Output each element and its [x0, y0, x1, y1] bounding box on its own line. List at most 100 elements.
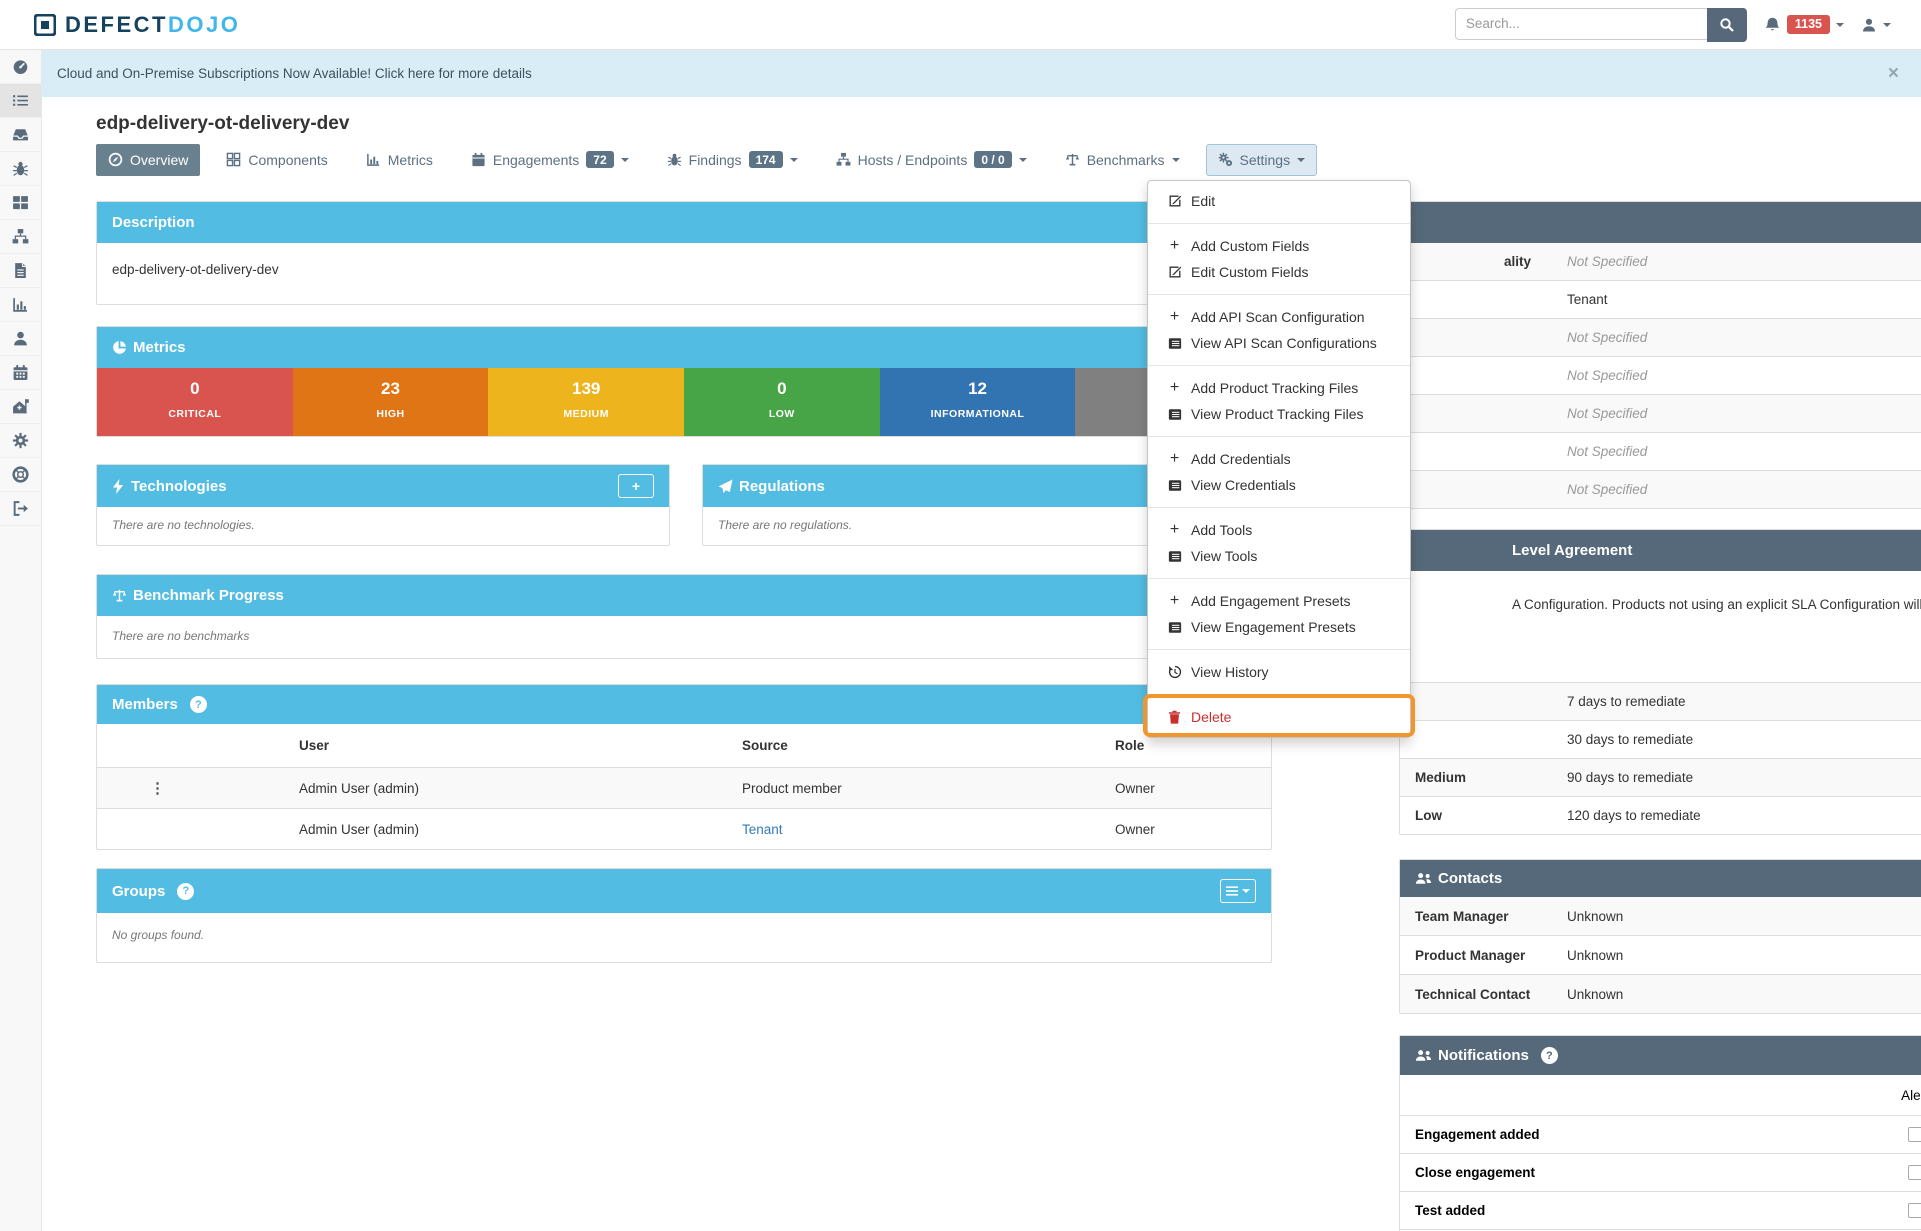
product-info-row: Tenant [1400, 280, 1921, 318]
sidebar-item-calendar[interactable] [0, 356, 41, 390]
menu-item-delete[interactable]: Delete [1148, 704, 1410, 730]
notifications-panel-title: Notifications [1438, 1047, 1529, 1064]
menu-item-edit-custom-fields[interactable]: Edit Custom Fields [1148, 259, 1410, 285]
test-added-checkbox[interactable] [1907, 1203, 1921, 1218]
settings-dropdown-menu: Edit + Add Custom Fields Edit Custom Fie… [1143, 180, 1415, 738]
tab-engagements[interactable]: Engagements 72 [459, 143, 641, 176]
plus-icon: + [1169, 521, 1180, 538]
search-button[interactable] [1706, 7, 1747, 42]
contact-row: Product Manager Unknown [1400, 935, 1921, 974]
users-icon [14, 331, 27, 346]
tab-components[interactable]: Components [214, 144, 339, 176]
menu-item-add-custom-fields[interactable]: + Add Custom Fields [1148, 233, 1410, 259]
menu-item-add-product-tracking-files[interactable]: + Add Product Tracking Files [1148, 375, 1410, 401]
menu-item-edit[interactable]: Edit [1148, 188, 1410, 214]
close-engagement-checkbox[interactable] [1907, 1165, 1921, 1180]
sidebar-item-components[interactable] [0, 186, 41, 220]
close-icon[interactable]: × [1887, 63, 1899, 84]
sidebar-item-dashboard[interactable] [0, 50, 41, 84]
menu-item-view-api-scan-configurations[interactable]: View API Scan Configurations [1148, 330, 1410, 356]
user-menu-dropdown[interactable] [1861, 17, 1891, 33]
announcement-text[interactable]: Cloud and On-Premise Subscriptions Now A… [57, 66, 532, 81]
calendar-icon [472, 152, 485, 167]
groups-menu-button[interactable] [1220, 879, 1256, 903]
menu-item-add-tools[interactable]: + Add Tools [1148, 517, 1410, 543]
menu-item-add-credentials[interactable]: + Add Credentials [1148, 446, 1410, 472]
notifications-help-icon[interactable]: ? [1540, 1047, 1558, 1064]
sidebar-item-findings[interactable] [0, 152, 41, 186]
tab-settings[interactable]: Settings [1205, 143, 1318, 176]
history-icon [1167, 665, 1182, 679]
notification-row: Engagement added [1400, 1115, 1921, 1153]
tab-hosts-endpoints[interactable]: Hosts / Endpoints 0 / 0 [824, 143, 1039, 176]
regulations-panel-title: Regulations [739, 477, 825, 495]
member-row: Admin User (admin) Tenant Owner [97, 808, 1271, 849]
endpoints-sitemap-icon [12, 229, 29, 244]
sidebar-item-configuration[interactable] [0, 424, 41, 458]
sidebar-item-logout[interactable] [0, 492, 41, 526]
list-alt-icon [1167, 479, 1182, 492]
description-panel-title: Description [112, 214, 195, 231]
overview-icon [108, 152, 123, 167]
plus-icon: + [1169, 379, 1180, 396]
brand-logo[interactable]: DEFECTDOJO [34, 12, 240, 38]
menu-item-view-product-tracking-files[interactable]: View Product Tracking Files [1148, 401, 1410, 427]
benchmark-empty-text: There are no benchmarks [112, 629, 250, 643]
tab-findings[interactable]: Findings 174 [655, 143, 810, 176]
tab-benchmarks[interactable]: Benchmarks [1053, 144, 1192, 176]
sidebar-item-reports[interactable] [0, 254, 41, 288]
tenant-link[interactable]: Tenant [742, 821, 783, 837]
sidebar-item-questionnaires[interactable] [0, 390, 41, 424]
benchmarks-balance-icon [1065, 153, 1079, 166]
metric-tile-high[interactable]: 23 HIGH [292, 368, 489, 436]
chevron-down-icon [1297, 157, 1306, 162]
left-sidebar [0, 50, 42, 1231]
menu-item-view-history[interactable]: View History [1148, 659, 1410, 685]
metrics-chart-icon [366, 153, 379, 166]
tab-metrics[interactable]: Metrics [354, 144, 445, 176]
search-input[interactable] [1454, 7, 1707, 40]
brand-text-secondary: DOJO [168, 11, 241, 37]
edit-icon [1167, 194, 1182, 208]
sidebar-item-metrics[interactable] [0, 288, 41, 322]
menu-item-view-engagement-presets[interactable]: View Engagement Presets [1148, 614, 1410, 640]
list-alt-icon [1167, 408, 1182, 421]
sidebar-item-products[interactable] [0, 84, 41, 118]
technologies-panel-title: Technologies [131, 477, 227, 495]
notifications-table-header: Alert [1400, 1075, 1921, 1115]
chevron-down-icon [620, 157, 629, 162]
sidebar-item-support[interactable] [0, 458, 41, 492]
sidebar-item-endpoints[interactable] [0, 220, 41, 254]
plus-icon: + [1169, 237, 1180, 254]
sidebar-item-engagements[interactable] [0, 118, 41, 152]
alerts-dropdown[interactable]: 1135 [1764, 15, 1844, 34]
add-technology-button[interactable]: + [618, 474, 654, 498]
edit-icon [1167, 265, 1182, 279]
members-table-header: User Source Role [97, 724, 1271, 767]
paper-plane-icon [718, 478, 733, 493]
brand-text-primary: DEFECT [65, 11, 168, 37]
menu-divider [1148, 365, 1410, 366]
metric-tile-informational[interactable]: 12 INFORMATIONAL [879, 368, 1076, 436]
description-panel: Description edp-delivery-ot-delivery-dev [96, 201, 1272, 305]
members-panel: Members ? User Source Role ⋮ Admin User … [96, 684, 1272, 850]
menu-item-view-credentials[interactable]: View Credentials [1148, 472, 1410, 498]
metric-tile-low[interactable]: 0 LOW [684, 368, 880, 436]
groups-help-icon[interactable]: ? [177, 882, 195, 900]
menu-item-view-tools[interactable]: View Tools [1148, 543, 1410, 569]
product-info-row: Not Specified [1400, 356, 1921, 394]
list-alt-icon [1167, 621, 1182, 634]
metric-tile-medium[interactable]: 139 MEDIUM [488, 368, 685, 436]
sla-panel-title-fragment: Level Agreement [1512, 542, 1633, 559]
menu-item-add-api-scan-configuration[interactable]: + Add API Scan Configuration [1148, 304, 1410, 330]
metric-tile-critical[interactable]: 0 CRITICAL [97, 368, 293, 436]
tab-overview[interactable]: Overview [96, 143, 201, 176]
engagement-added-checkbox[interactable] [1907, 1127, 1921, 1142]
product-info-row: Not Specified [1400, 394, 1921, 432]
sidebar-item-users[interactable] [0, 322, 41, 356]
menu-lines-icon [1226, 886, 1238, 896]
menu-item-add-engagement-presets[interactable]: + Add Engagement Presets [1148, 588, 1410, 614]
members-help-icon[interactable]: ? [189, 696, 207, 713]
notification-row: Close engagement [1400, 1153, 1921, 1191]
row-actions-kebab-icon[interactable]: ⋮ [150, 779, 165, 797]
